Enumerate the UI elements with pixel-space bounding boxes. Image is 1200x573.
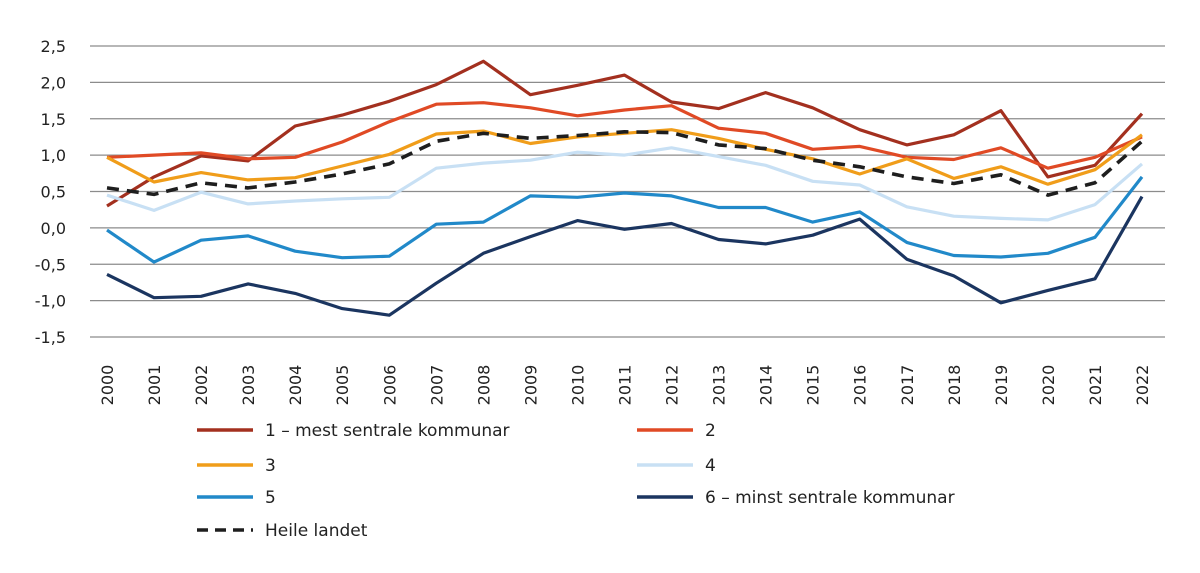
legend-item: 4 — [637, 456, 716, 476]
legend-label: 1 – mest sentrale kommunar — [265, 421, 510, 441]
x-tick-label: 2014 — [757, 365, 776, 406]
series-line-7 — [106, 130, 1144, 197]
legend-label: 4 — [705, 456, 716, 476]
y-tick-label: 0,0 — [41, 219, 66, 238]
series-line-4 — [106, 146, 1144, 222]
x-tick-label: 2003 — [239, 365, 258, 406]
x-tick-label: 2008 — [474, 365, 493, 406]
legend-item: 2 — [637, 421, 716, 441]
y-tick-label: -1,0 — [35, 292, 66, 311]
x-tick-label: 2001 — [145, 365, 164, 406]
y-tick-label: 1,0 — [41, 146, 66, 165]
x-tick-label: 2015 — [804, 365, 823, 406]
series-line-2 — [106, 101, 1143, 170]
x-tick-label: 2011 — [616, 365, 635, 406]
y-tick-label: -0,5 — [35, 255, 66, 274]
x-tick-label: 2010 — [568, 365, 587, 406]
x-tick-label: 2007 — [427, 365, 446, 406]
legend-item: 3 — [197, 456, 276, 476]
x-tick-label: 2004 — [286, 365, 305, 406]
y-tick-label: 1,5 — [41, 110, 66, 129]
gridlines — [90, 45, 1165, 338]
legend-item: 6 – minst sentrale kommunar — [637, 488, 955, 508]
y-axis-ticks: -1,5 -1,0 -0,5 0,0 0,5 1,0 1,5 2,0 2,5 — [35, 37, 66, 347]
legend-item: 5 — [197, 488, 276, 508]
series-line-5 — [106, 175, 1144, 264]
x-tick-label: 2000 — [98, 365, 117, 406]
series-line-6 — [106, 195, 1144, 317]
series-line-1 — [106, 59, 1144, 208]
x-tick-label: 2002 — [192, 365, 211, 406]
x-tick-label: 2016 — [851, 365, 870, 406]
y-tick-label: -1,5 — [35, 328, 66, 347]
series-lines — [106, 59, 1144, 317]
y-tick-label: 2,0 — [41, 73, 66, 92]
legend-label: 3 — [265, 456, 276, 476]
x-tick-label: 2022 — [1133, 365, 1152, 406]
legend-item: 1 – mest sentrale kommunar — [197, 421, 510, 441]
legend: 1 – mest sentrale kommunar 2 3 4 5 6 – minst … — [197, 421, 955, 541]
x-tick-label: 2021 — [1086, 365, 1105, 406]
legend-label: 6 – minst sentrale kommunar — [705, 488, 955, 508]
y-tick-label: 2,5 — [41, 37, 66, 56]
x-tick-label: 2005 — [333, 365, 352, 406]
x-tick-label: 2017 — [898, 365, 917, 406]
x-tick-label: 2012 — [663, 365, 682, 406]
x-tick-label: 2013 — [710, 365, 729, 406]
x-tick-label: 2009 — [521, 365, 540, 406]
y-tick-label: 0,5 — [41, 183, 66, 202]
legend-label: 2 — [705, 421, 716, 441]
x-tick-label: 2018 — [945, 365, 964, 406]
legend-label: Heile landet — [265, 521, 368, 541]
x-tick-label: 2019 — [992, 365, 1011, 406]
legend-label: 5 — [265, 488, 276, 508]
x-tick-label: 2020 — [1039, 365, 1058, 406]
x-axis-ticks: 2000 2001 2002 2003 2004 2005 2006 2007 2008 2009… — [98, 365, 1152, 406]
legend-item: Heile landet — [197, 521, 368, 541]
x-tick-label: 2006 — [380, 365, 399, 406]
